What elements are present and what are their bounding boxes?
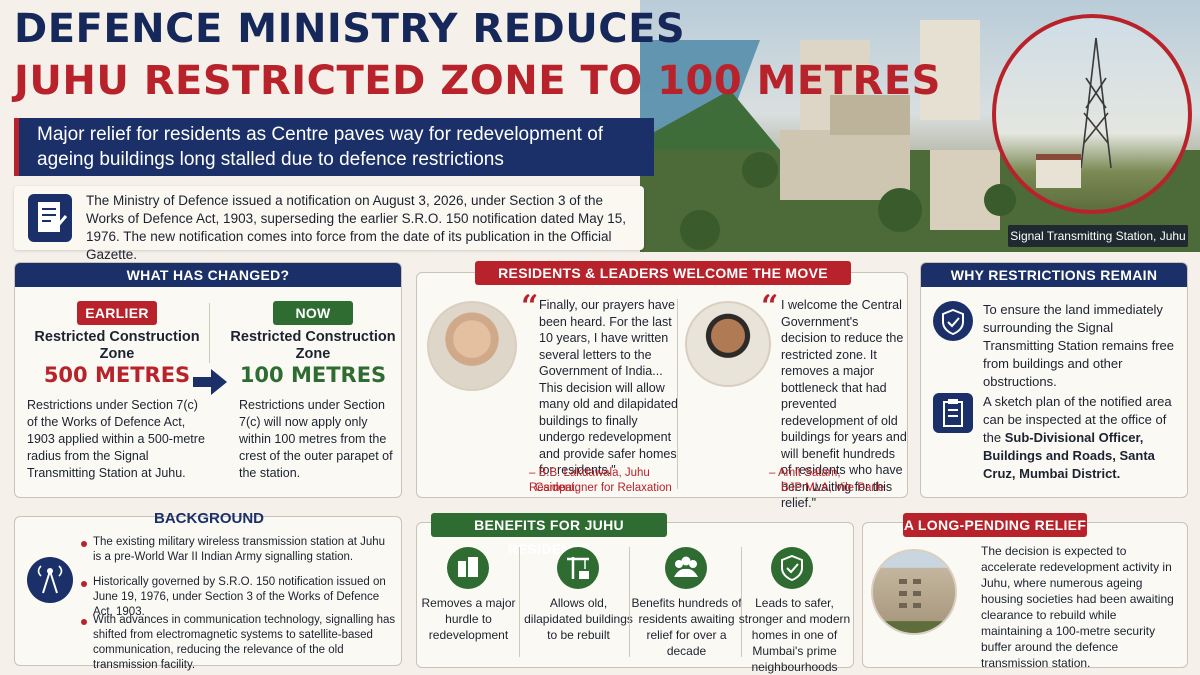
residents-panel: RESIDENTS & LEADERS WELCOME THE MOVE “ F…: [416, 261, 908, 510]
now-value: 100 METRES: [239, 363, 387, 387]
shield-check-icon: [771, 547, 813, 589]
now-tag: NOW: [273, 301, 353, 325]
what-changed-panel: WHAT HAS CHANGED? EARLIER Restricted Con…: [14, 262, 402, 498]
attribution-lakdawala-1: – B.B. Lakdawala, Juhu Resident,: [529, 467, 650, 494]
earlier-label: Restricted Construction Zone: [34, 329, 200, 362]
bullet-icon: [81, 581, 87, 587]
what-changed-heading: WHAT HAS CHANGED?: [15, 263, 401, 287]
document-icon: [28, 194, 72, 242]
residents-heading: RESIDENTS & LEADERS WELCOME THE MOVE: [475, 261, 851, 285]
hero-photo: Signal Transmitting Station, Juhu: [640, 0, 1200, 252]
quote-mark-icon: “: [521, 289, 539, 324]
background-panel: BACKGROUND The existing military wireles…: [14, 510, 402, 671]
intro-box: The Ministry of Defence issued a notific…: [14, 186, 644, 262]
relief-heading: A LONG-PENDING RELIEF: [903, 513, 1087, 537]
earlier-description: Restrictions under Section 7(c) of the W…: [27, 398, 205, 480]
arrow-right-icon: [193, 369, 227, 400]
building-photo: [871, 549, 957, 635]
divider: [519, 547, 520, 657]
sub-divisional-office: Sub-Divisional Officer, Buildings and Ro…: [983, 430, 1155, 481]
earlier-tag: EARLIER: [77, 301, 157, 325]
photo-caption: Signal Transmitting Station, Juhu: [1008, 225, 1188, 247]
why-reason-text: To ensure the land immediately surroundi…: [983, 302, 1174, 389]
tower-icon: [1036, 37, 1112, 188]
relief-panel: A LONG-PENDING RELIEF The decision is ex…: [862, 513, 1188, 670]
why-sketch-text: A sketch plan of the notified area can b…: [983, 393, 1183, 483]
why-heading: WHY RESTRICTIONS REMAIN: [921, 263, 1187, 287]
background-heading: BACKGROUND: [154, 510, 264, 527]
buildings-icon: [447, 547, 489, 589]
why-panel: WHY RESTRICTIONS REMAIN To ensure the la…: [920, 262, 1188, 498]
benefits-panel: BENEFITS FOR JUHU RESIDENTS Removes a ma…: [416, 513, 854, 674]
benefits-heading: BENEFITS FOR JUHU RESIDENTS: [431, 513, 667, 557]
earlier-value: 500 METRES: [43, 363, 191, 387]
headline-line-2: JUHU RESTRICTED ZONE TO 100 METRES: [14, 58, 941, 104]
bullet-icon: [81, 541, 87, 547]
bullet-icon: [81, 619, 87, 625]
benefit-item: Leads to safer, stronger and modern home…: [738, 596, 851, 674]
quote-lakdawala: Finally, our prayers have been heard. Fo…: [539, 298, 678, 477]
divider: [629, 547, 630, 657]
benefit-item: Allows old, dilapidated buildings to be …: [524, 596, 633, 642]
sketch-plan-text: A sketch plan of the notified area can b…: [983, 394, 1172, 445]
crane-icon: [557, 547, 599, 589]
clipboard-icon: [933, 393, 973, 433]
background-item: With advances in communication technolog…: [93, 614, 396, 671]
background-item: Historically governed by S.R.O. 150 noti…: [93, 576, 386, 618]
intro-text: The Ministry of Defence issued a notific…: [86, 193, 627, 262]
quote-satam: I welcome the Central Government's decis…: [781, 298, 907, 510]
benefit-item: Removes a major hurdle to redevelopment: [421, 596, 516, 642]
divider: [209, 303, 210, 363]
antenna-icon: [27, 557, 73, 603]
attribution-lakdawala-2: Campaigner for Relaxation: [535, 482, 672, 494]
divider: [677, 299, 678, 489]
background-item: The existing military wireless transmiss…: [93, 536, 386, 563]
subtitle-banner: Major relief for residents as Centre pav…: [14, 118, 654, 176]
people-icon: [665, 547, 707, 589]
station-photo: [992, 14, 1192, 214]
headline-line-1: DEFENCE MINISTRY REDUCES: [14, 6, 686, 52]
avatar-lakdawala: [427, 301, 517, 391]
attribution-satam-1: – Amit Satam,: [769, 467, 841, 479]
relief-text: The decision is expected to accelerate r…: [981, 544, 1174, 670]
shield-icon: [933, 301, 973, 341]
avatar-satam: [685, 301, 771, 387]
now-label: Restricted Construction Zone: [230, 329, 396, 362]
attribution-satam-2: BJP MLA, Vile Parle: [781, 482, 885, 494]
quote-mark-icon: “: [761, 289, 779, 324]
now-description: Restrictions under Section 7(c) will now…: [239, 398, 393, 480]
divider: [741, 547, 742, 657]
benefit-item: Benefits hundreds of residents awaiting …: [631, 596, 742, 658]
